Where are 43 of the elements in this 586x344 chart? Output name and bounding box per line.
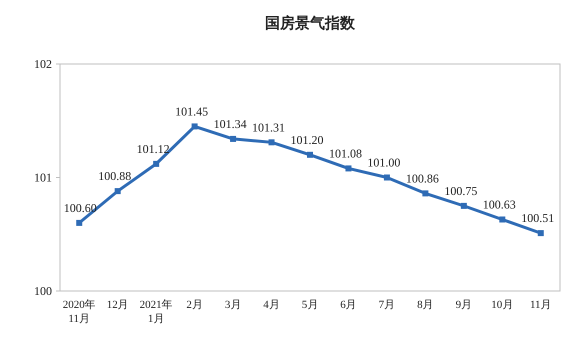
point [307,152,313,158]
x-tick-label: 2021年 1月 [140,299,173,325]
x-tick-label: 6月 [340,299,357,311]
y-tick-label: 101 [34,170,52,184]
point [76,220,82,226]
point [268,139,275,146]
x-tick-label: 10月 [491,299,514,311]
x-tick-label: 4月 [263,299,280,311]
x-tick-label: 2020年 11月 [62,299,96,325]
data-label: 101.00 [367,156,400,170]
x-tick-label: 12月 [106,299,129,311]
point [230,136,236,142]
x-tick-label: 7月 [378,299,396,311]
data-label: 101.31 [252,120,286,134]
data-label: 101.45 [175,104,208,118]
point [422,190,428,196]
y-tick-label: 102 [34,57,52,71]
data-label: 101.08 [328,146,362,160]
x-tick-label: 3月 [224,299,242,311]
point [345,165,352,172]
chart-title: 国房景气指数 [265,14,356,32]
point [114,188,121,194]
point [460,202,467,209]
point [192,123,198,130]
data-label: 100.60 [64,200,97,215]
data-label: 101.34 [214,116,247,131]
point [384,174,390,180]
x-tick-label: 9月 [456,299,472,311]
data-label: 101.20 [290,132,324,147]
point [538,230,544,236]
data-label: 101.12 [136,142,170,156]
x-tick-label: 5月 [302,299,318,311]
point [499,216,506,222]
y-tick-label: 100 [34,284,52,298]
data-label: 100.86 [406,171,439,186]
data-label: 100.51 [521,211,554,226]
x-tick-label: 11月 [530,299,552,311]
data-label: 100.63 [482,197,516,212]
x-tick-label: 2月 [186,299,203,311]
x-tick-label: 8月 [417,299,434,311]
data-label: 100.88 [98,169,132,184]
data-label: 100.75 [444,184,478,198]
point [153,160,160,167]
